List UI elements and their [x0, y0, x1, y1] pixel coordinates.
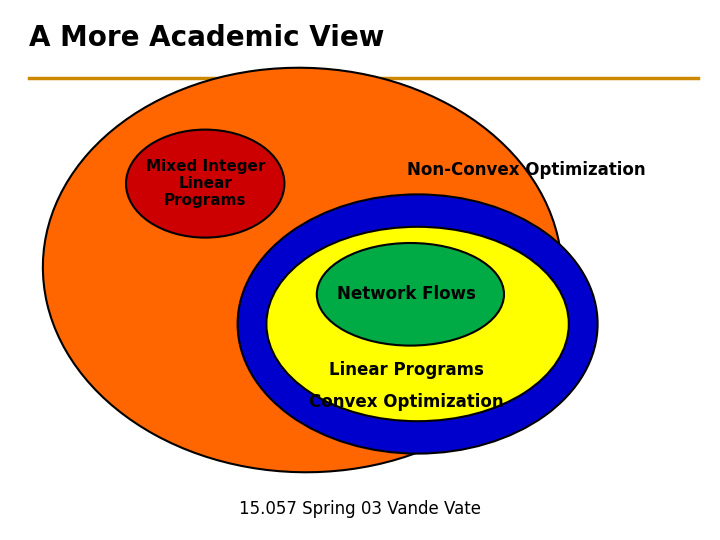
Text: A More Academic View: A More Academic View: [29, 24, 384, 52]
Ellipse shape: [266, 227, 569, 421]
Text: 15.057 Spring 03 Vande Vate: 15.057 Spring 03 Vande Vate: [239, 501, 481, 518]
Ellipse shape: [43, 68, 562, 472]
Text: Network Flows: Network Flows: [338, 285, 476, 303]
Text: Non-Convex Optimization: Non-Convex Optimization: [407, 161, 645, 179]
Text: Mixed Integer
Linear
Programs: Mixed Integer Linear Programs: [145, 159, 265, 208]
Ellipse shape: [126, 130, 284, 238]
Text: Linear Programs: Linear Programs: [329, 361, 485, 379]
Text: Convex Optimization: Convex Optimization: [310, 393, 504, 411]
Ellipse shape: [317, 243, 504, 346]
Ellipse shape: [238, 194, 598, 454]
